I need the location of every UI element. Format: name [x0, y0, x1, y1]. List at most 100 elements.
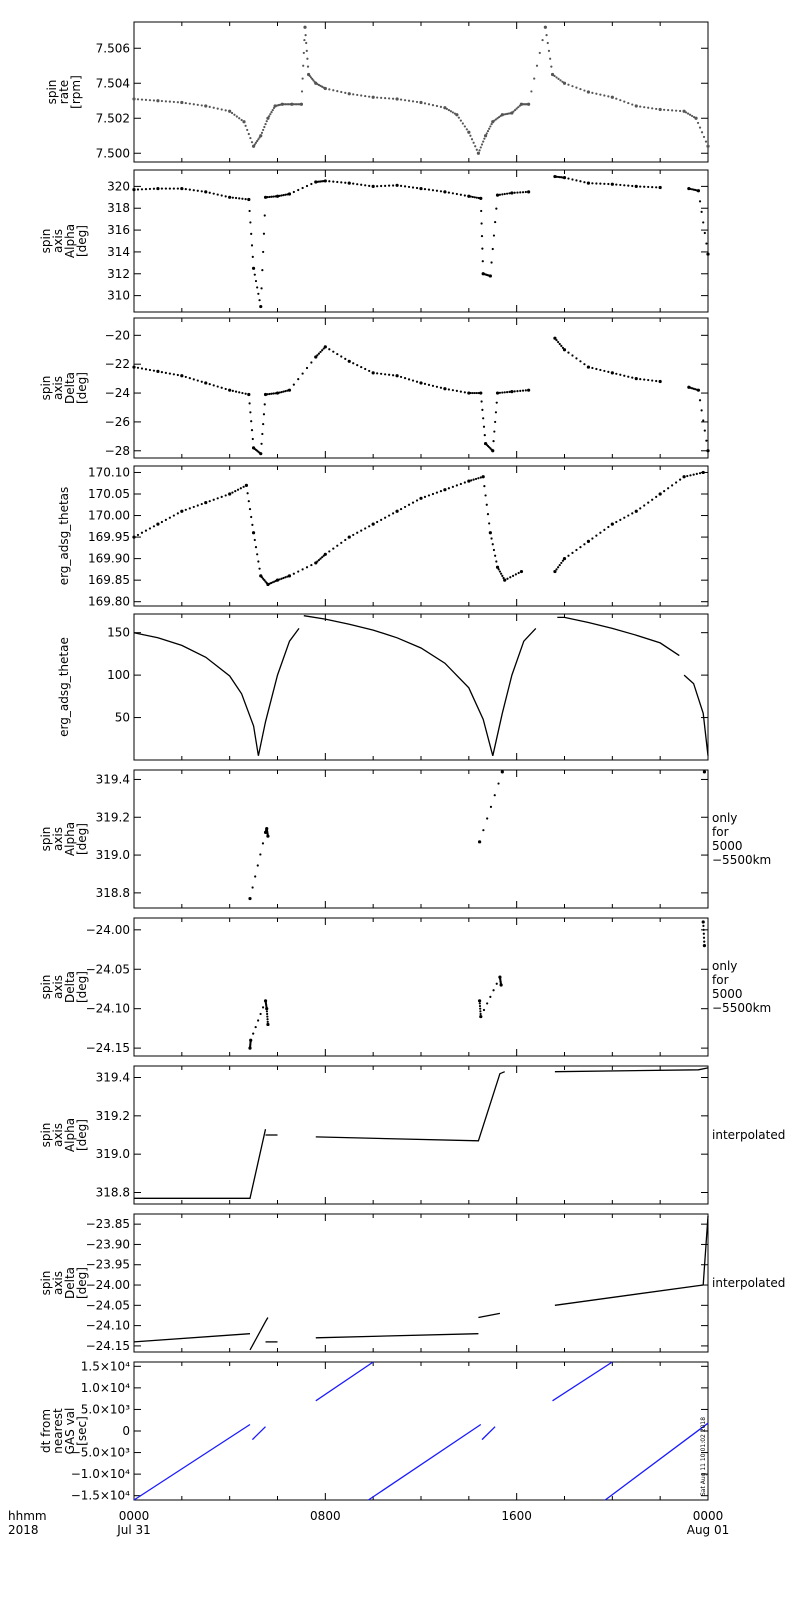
data-point — [495, 560, 498, 563]
data-point — [200, 104, 203, 107]
data-point — [208, 105, 211, 108]
y-axis-label-line: [deg] — [75, 971, 89, 1003]
data-point — [615, 97, 618, 100]
data-point — [272, 195, 275, 198]
series — [132, 470, 705, 587]
data-point — [623, 184, 626, 187]
data-point — [498, 391, 502, 394]
data-point — [519, 569, 524, 574]
y-tick-label: −24.00 — [86, 1278, 130, 1292]
data-point — [132, 97, 136, 101]
data-point — [380, 518, 383, 521]
data-point — [297, 570, 300, 573]
data-point — [512, 110, 515, 113]
data-point — [702, 944, 707, 948]
data-point — [459, 482, 462, 486]
y-tick-label: 319.2 — [96, 810, 130, 824]
data-point — [700, 131, 704, 134]
data-point — [478, 149, 481, 152]
data-point — [671, 109, 674, 112]
data-point — [278, 578, 281, 581]
data-point — [492, 440, 495, 443]
data-point — [347, 535, 351, 539]
data-point — [278, 391, 281, 394]
data-point — [216, 385, 219, 388]
data-point — [480, 234, 484, 238]
data-point — [200, 190, 203, 193]
data-point — [196, 189, 199, 192]
y-tick-label: 169.95 — [88, 530, 130, 544]
y-tick-label: 310 — [107, 289, 130, 303]
data-point — [493, 794, 496, 797]
data-point — [188, 507, 191, 510]
data-point — [302, 64, 305, 67]
data-point — [403, 377, 407, 380]
y-tick-label: 318 — [107, 201, 130, 215]
data-point — [332, 89, 335, 92]
data-point — [312, 79, 315, 82]
data-point — [463, 391, 466, 394]
y-tick-label: −1.5×10⁴ — [71, 1489, 130, 1503]
data-point — [658, 107, 662, 112]
data-point — [305, 184, 309, 188]
right-note-line: 5000 — [712, 839, 743, 853]
data-point — [242, 120, 246, 124]
data-point — [295, 103, 298, 106]
data-point — [465, 128, 468, 131]
panel-frame — [133, 317, 709, 459]
data-point — [579, 360, 582, 363]
data-point — [148, 527, 152, 530]
data-point — [610, 95, 614, 99]
data-point — [477, 999, 482, 1003]
data-point — [658, 492, 662, 496]
data-point — [132, 365, 136, 369]
data-point — [459, 193, 462, 196]
y-axis-label-line: [sec] — [75, 1416, 89, 1446]
data-point — [619, 373, 622, 376]
data-point — [627, 514, 630, 517]
y-tick-label: −1.0×10⁴ — [71, 1467, 130, 1481]
data-point — [643, 504, 646, 507]
data-point — [352, 533, 355, 537]
data-point — [560, 344, 563, 348]
data-point — [297, 377, 300, 381]
data-point — [479, 476, 482, 479]
data-point — [524, 389, 527, 392]
data-point — [706, 144, 710, 148]
y-tick-label: 319.0 — [96, 1147, 130, 1161]
data-point — [184, 188, 187, 191]
data-point — [498, 115, 501, 119]
data-point — [256, 864, 259, 867]
data-point — [261, 1006, 265, 1009]
data-point — [431, 104, 435, 107]
data-point — [380, 372, 383, 375]
data-point — [231, 491, 234, 494]
data-point — [686, 474, 689, 478]
data-point — [399, 507, 403, 511]
data-point — [364, 94, 367, 98]
data-point — [467, 479, 471, 483]
data-point — [297, 103, 300, 106]
data-point — [655, 495, 658, 498]
data-point — [445, 107, 449, 111]
data-point — [461, 122, 464, 125]
y-tick-label: −24.10 — [86, 1002, 130, 1016]
data-point — [560, 561, 563, 565]
data-point — [371, 371, 375, 375]
data-point — [228, 195, 232, 199]
data-point — [427, 103, 431, 106]
data-point — [698, 399, 702, 402]
data-point — [376, 520, 379, 524]
data-point — [249, 221, 252, 224]
series-line — [554, 1067, 709, 1073]
data-point — [443, 387, 447, 391]
data-point — [651, 498, 654, 501]
y-tick-label: 170.10 — [88, 465, 130, 479]
data-point — [599, 93, 602, 96]
data-point — [485, 132, 488, 135]
data-point — [455, 389, 458, 392]
data-point — [244, 124, 247, 127]
series-line — [315, 1333, 479, 1339]
data-point — [368, 525, 371, 528]
